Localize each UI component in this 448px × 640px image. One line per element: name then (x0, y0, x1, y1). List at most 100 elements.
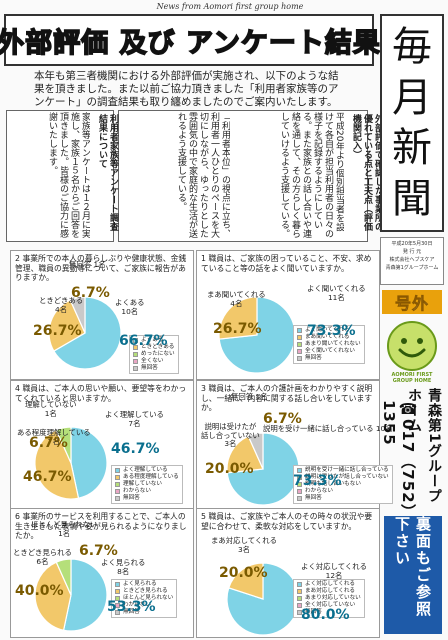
legend-label: あまり対応していない (305, 595, 361, 601)
pie-slice (55, 426, 72, 464)
slice-percent: 73.3% (293, 473, 342, 489)
slice-percent: 6.7% (29, 435, 68, 451)
legend-label: あまり聞いてくれない (305, 341, 361, 347)
survey-legend: よく見られる ときどき見られる ほとんど見られない わからない 無回答 (111, 579, 178, 618)
legend-entry: よく理解している (115, 467, 179, 474)
survey-question: 6 事業所のサービスを利用することで、ご本人の生き生きした表情や姿が見られるよう… (15, 512, 187, 540)
legend-entry: ときどき見られる (115, 588, 173, 595)
legend-entry: 理解していない (115, 481, 179, 488)
legend-label: 無回答 (123, 495, 140, 501)
slice-label: よく見られる 8名 (101, 558, 146, 576)
slice-percent: 53.3% (107, 599, 156, 615)
slice-label: まあ対応してくれる 3名 (211, 536, 278, 554)
legend-label: 無回答 (123, 609, 140, 615)
slice-label: 無回答 1名 (231, 392, 268, 401)
legend-label: まあ聞いてくれる (305, 334, 350, 340)
legend-label: わからない (305, 488, 333, 494)
slice-label: ある程度理解している 7名 (17, 428, 91, 446)
legend-swatch (297, 610, 302, 615)
legend-entry: 無回答 (133, 365, 175, 372)
pie-slice (70, 426, 108, 499)
slice-percent: 20.0% (205, 461, 254, 477)
legend-entry: 無回答 (297, 495, 389, 502)
legend-entry: よく見られる (115, 581, 173, 588)
legend-entry: 無回答 (297, 355, 361, 362)
survey-question: 3 職員は、ご本人の介護計画をわかりやすく説明し、一緒に、内容に関する話し合いを… (201, 384, 373, 412)
legend-label: 無回答 (305, 495, 322, 501)
survey-panel-q2: 2 事業所での本人の暮らしぶりや健康状態、金銭管理、職員の異動等について、ご家族… (10, 250, 194, 380)
slice-label: よく聞いてくれる 11名 (307, 284, 366, 302)
column-box-evaluation (118, 110, 368, 242)
legend-label: わからない (123, 602, 151, 608)
legend-swatch (297, 496, 302, 501)
pie-slice (34, 429, 80, 500)
legend-label: 全くない (141, 358, 164, 364)
legend-swatch (133, 338, 138, 343)
legend-label: 無回答 (141, 365, 158, 371)
family-survey-title: 利用者家族等アンケート調査結果について (97, 114, 118, 231)
slice-label: 理解していない 1名 (25, 400, 77, 418)
slice-percent: 26.7% (213, 321, 262, 337)
legend-swatch (297, 349, 302, 354)
slice-percent: 46.7% (111, 441, 160, 457)
column-box-family-survey (6, 110, 114, 242)
slice-label: 無回答 1名 (69, 260, 106, 269)
pie-slice (53, 296, 122, 370)
legend-label: まあ対応してくれる (305, 588, 356, 594)
legend-swatch (297, 596, 302, 601)
legend-label: よく聞いてくれる (305, 327, 350, 333)
legend-label: ときどき見られる (123, 588, 168, 594)
legend-label: ある程度理解している (123, 474, 179, 480)
survey-legend: よく聞いてくれる まあ聞いてくれる あまり聞いてくれない 全く聞いてくれない 無回答 (293, 325, 365, 364)
legend-entry: 説明も話し合いもない (297, 481, 389, 488)
pie-slice (247, 432, 264, 470)
legend-entry: よく聞いてくれる (297, 327, 361, 334)
legend-label: よく見られる (123, 581, 157, 587)
smiley-logo-icon (387, 321, 437, 371)
legend-entry: ある程度理解している (115, 474, 179, 481)
legend-label: わからない (123, 488, 151, 494)
legend-swatch (115, 475, 120, 480)
legend-swatch (297, 475, 302, 480)
legend-swatch (297, 482, 302, 487)
slice-percent: 46.7% (23, 469, 72, 485)
legend-label: 全く対応していない (305, 602, 356, 608)
survey-pie-chart (226, 562, 300, 636)
legend-swatch (115, 589, 120, 594)
legend-label: ときどきある (141, 344, 175, 350)
survey-legend: よく理解している ある程度理解している 理解していない わからない 無回答 (111, 465, 183, 504)
legend-label: 理解していない (123, 481, 162, 487)
slice-label: よくある 10名 (115, 298, 145, 316)
legend-swatch (115, 482, 120, 487)
survey-panel-q4: 4 職員は、ご本人の思いや願い、要望等をわかってくれていると思いますか。 よく理解… (10, 380, 194, 510)
legend-entry: 全く聞いてくれない (297, 348, 361, 355)
publication-dept: 青森第1グループホーム (385, 265, 439, 271)
pie-slice (55, 558, 72, 596)
extra-edition-label: 号外 (394, 294, 429, 314)
headline-title: 外部評価 及び アンケート結果 (0, 27, 381, 60)
survey-question: 5 職員は、ご家族やご本人のその時々の状況や要望に合わせて、柔軟な対応をしていま… (201, 512, 373, 531)
legend-entry: 説明を受け一緒に話し合っている (297, 467, 389, 474)
legend-entry: 無回答 (115, 495, 179, 502)
slice-label: ときどき見られる 6名 (13, 548, 72, 566)
legend-label: 説明も話し合いもない (305, 481, 361, 487)
survey-pie-chart (34, 558, 108, 632)
logo-text: AOMORI FIRST GROUP HOME (380, 372, 444, 384)
slice-percent: 80.0% (301, 607, 350, 623)
masthead-char: 毎 (392, 24, 432, 71)
legend-swatch (115, 596, 120, 601)
legend-entry: わからない (297, 488, 389, 495)
phone-number: ☎017（752）1355 (380, 400, 417, 520)
survey-panel-q1: 1 職員は、ご家族の困っていること、不安、求めていること等の話をよく聞いています… (196, 250, 380, 380)
survey-question: 1 職員は、ご家族の困っていること、不安、求めていること等の話をよく聞いています… (201, 254, 372, 273)
slice-percent: 6.7% (79, 543, 118, 559)
legend-swatch (297, 335, 302, 340)
legend-swatch (297, 328, 302, 333)
legend-swatch (297, 589, 302, 594)
masthead-char: 月 (392, 74, 432, 121)
survey-pie-chart (34, 426, 108, 500)
pie-slice (69, 296, 86, 334)
slice-label: ほとんど見られない 1名 (31, 520, 98, 538)
slice-percent: 26.7% (33, 323, 82, 339)
